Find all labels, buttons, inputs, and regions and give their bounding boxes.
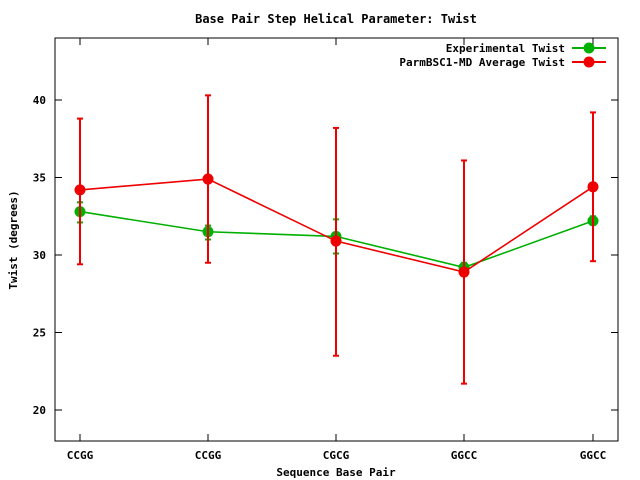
- x-axis: CCGG CCGG CGCG GGCC GGCC: [67, 38, 607, 462]
- y-axis: 20 25 30 35 40: [33, 94, 618, 417]
- y-tick-label: 30: [33, 249, 46, 262]
- legend-marker-experimental: [583, 42, 595, 54]
- legend: Experimental Twist ParmBSC1-MD Average T…: [399, 42, 606, 69]
- x-tick-label: GGCC: [580, 449, 607, 462]
- data-point: [74, 184, 86, 196]
- x-axis-label: Sequence Base Pair: [276, 466, 396, 479]
- chart-title: Base Pair Step Helical Parameter: Twist: [195, 12, 477, 26]
- data-point: [587, 181, 599, 193]
- series-md-average: [74, 94, 599, 385]
- y-tick-label: 25: [33, 327, 46, 340]
- y-axis-label: Twist (degrees): [7, 190, 20, 289]
- legend-marker-md-average: [583, 56, 595, 68]
- data-point: [458, 266, 470, 278]
- x-tick-label: CCGG: [67, 449, 94, 462]
- y-tick-label: 35: [33, 172, 46, 185]
- data-point: [202, 173, 214, 185]
- y-tick-label: 40: [33, 94, 46, 107]
- x-tick-label: GGCC: [451, 449, 478, 462]
- x-tick-label: CGCG: [323, 449, 350, 462]
- series-layer: [74, 94, 599, 385]
- legend-label-experimental: Experimental Twist: [446, 42, 565, 55]
- legend-label-md-average: ParmBSC1-MD Average Twist: [399, 56, 565, 69]
- y-tick-label: 20: [33, 404, 46, 417]
- data-point: [330, 235, 342, 247]
- x-tick-label: CCGG: [195, 449, 222, 462]
